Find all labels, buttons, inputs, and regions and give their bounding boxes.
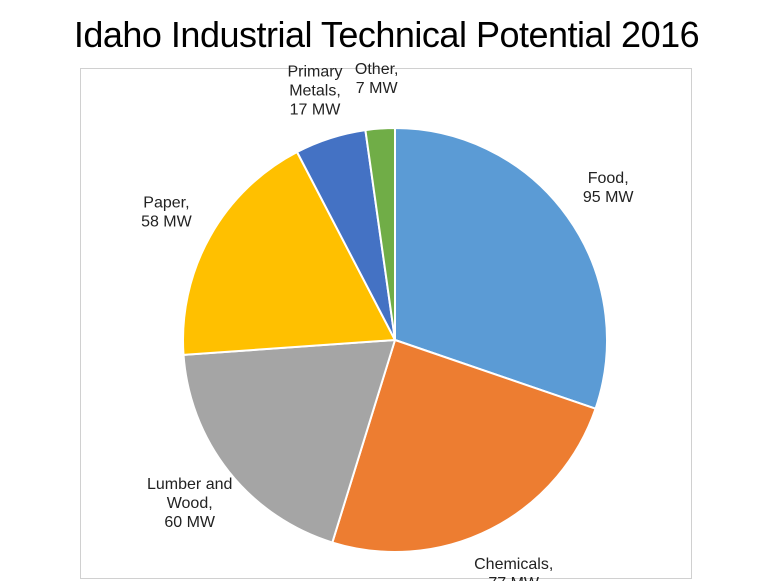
pie-slices: [182, 127, 608, 553]
slice-label-line: Wood,: [167, 495, 213, 512]
slice-label-line: Paper,: [143, 195, 189, 212]
pie-slice-food: [394, 127, 608, 410]
slice-label-paper: Paper, 58 MW: [141, 195, 193, 231]
chart-title: Idaho Industrial Technical Potential 201…: [73, 14, 700, 55]
slice-label-chemicals: Chemicals, 77 MW: [474, 556, 553, 581]
slice-label-other: Other, 7 MW: [355, 61, 399, 97]
pie-slice-paper: [182, 150, 396, 356]
slice-label-line: Other,: [355, 61, 399, 78]
slice-label-line: 7 MW: [356, 80, 399, 97]
slice-label-line: Primary: [287, 64, 342, 81]
slice-label-food: Food, 95 MW: [583, 170, 635, 206]
slice-label-line: 77 MW: [488, 575, 540, 581]
slice-labels: Food, 95 MW Chemicals, 77 MW Lumber and Wood,…: [141, 61, 634, 581]
slice-label-line: 58 MW: [141, 214, 193, 231]
slice-label-line: Lumber and: [147, 476, 232, 493]
pie-slice-chemicals: [331, 339, 597, 553]
slice-label-lumber-and-wood: Lumber and Wood, 60 MW: [147, 476, 232, 531]
pie-slice-other: [364, 127, 396, 341]
slice-label-primary-metals: Primary Metals, 17 MW: [287, 64, 342, 119]
slice-label-line: 60 MW: [164, 514, 216, 531]
slice-label-line: Metals,: [289, 83, 341, 100]
slice-label-line: 95 MW: [583, 189, 635, 206]
slice-label-line: 17 MW: [290, 102, 342, 119]
slice-label-line: Food,: [588, 170, 629, 187]
slice-label-line: Chemicals,: [474, 556, 553, 573]
pie-slice-lumber-and-wood: [182, 339, 396, 544]
